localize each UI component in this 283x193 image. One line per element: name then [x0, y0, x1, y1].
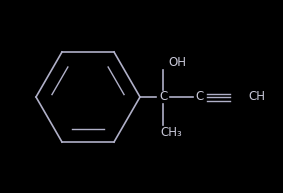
Text: OH: OH — [168, 56, 186, 69]
Text: CH: CH — [248, 91, 265, 103]
Text: C: C — [196, 91, 204, 103]
Text: CH₃: CH₃ — [160, 126, 182, 140]
Text: C: C — [159, 91, 167, 103]
